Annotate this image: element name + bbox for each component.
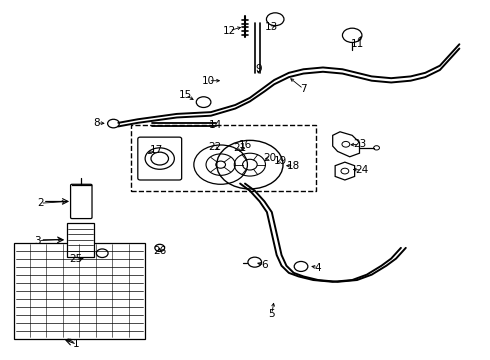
Text: 6: 6	[261, 260, 268, 270]
Text: 2: 2	[37, 198, 44, 208]
Text: 24: 24	[355, 165, 368, 175]
FancyBboxPatch shape	[130, 125, 316, 191]
Text: 25: 25	[69, 254, 82, 264]
Text: 8: 8	[93, 118, 99, 128]
Text: 26: 26	[153, 247, 167, 256]
Text: 3: 3	[35, 236, 41, 246]
FancyBboxPatch shape	[138, 137, 182, 180]
Text: 20: 20	[263, 153, 276, 163]
Text: 5: 5	[269, 309, 275, 319]
Text: 10: 10	[202, 76, 215, 86]
Text: 17: 17	[150, 145, 163, 155]
Text: 13: 13	[265, 22, 278, 32]
Text: 23: 23	[353, 139, 366, 149]
FancyBboxPatch shape	[14, 243, 145, 339]
Text: 1: 1	[73, 339, 79, 348]
Text: 7: 7	[300, 84, 307, 94]
Text: 22: 22	[208, 143, 221, 153]
Text: 16: 16	[238, 140, 252, 150]
Text: 9: 9	[255, 64, 262, 73]
FancyBboxPatch shape	[71, 184, 92, 219]
Text: 15: 15	[179, 90, 192, 100]
Text: 4: 4	[315, 262, 321, 273]
Text: 21: 21	[234, 143, 247, 153]
Text: 12: 12	[223, 26, 236, 36]
Text: 14: 14	[209, 120, 222, 130]
Text: 18: 18	[287, 161, 300, 171]
FancyBboxPatch shape	[67, 223, 94, 257]
Text: 11: 11	[350, 39, 364, 49]
Text: 19: 19	[273, 156, 287, 166]
